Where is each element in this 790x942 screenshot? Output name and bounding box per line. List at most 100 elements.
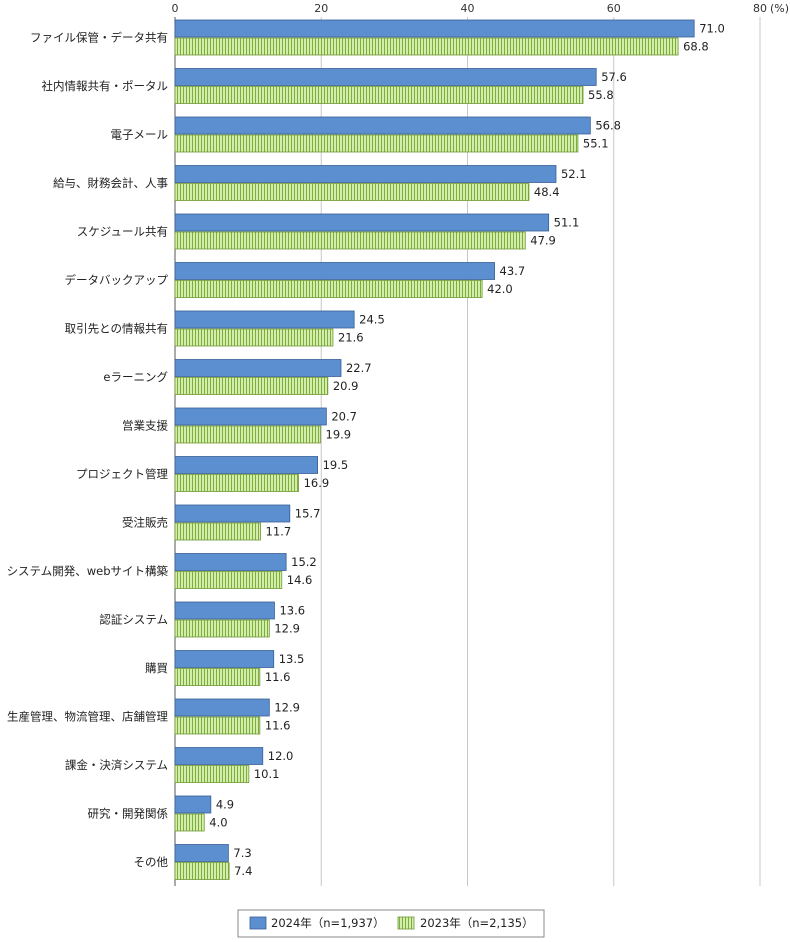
bar-2024 [174,310,355,329]
bar-2024 [174,601,275,620]
data-label: 57.6 [601,70,627,84]
bar-2023 [174,280,483,298]
x-tick-label: 40 [461,2,475,15]
bar-2023 [174,668,261,686]
data-label: 15.7 [295,507,321,521]
bar-2024 [174,504,291,523]
data-label: 20.7 [331,410,357,424]
bar-2024 [174,68,597,86]
bar-2023 [174,86,584,104]
category-label: 認証システム [99,613,168,627]
bar-2024 [174,698,270,717]
data-label: 11.7 [266,525,292,539]
data-label: 12.0 [268,749,294,763]
data-label: 13.5 [279,652,305,666]
bar-2023 [174,425,321,444]
category-label: 電子メール [111,128,169,142]
bar-2023 [174,813,205,832]
bar-2024 [174,262,495,280]
category-label: 課金・決済システム [65,758,168,772]
data-label: 56.8 [595,119,621,133]
bar-2024 [174,844,229,862]
legend-swatch-2023 [397,916,415,930]
bar-2024 [174,165,557,183]
x-tick-label: 0 [172,2,179,15]
data-label: 4.9 [216,798,234,812]
data-label: 12.9 [274,701,300,715]
category-label: 取引先との情報共有 [65,322,168,336]
data-label: 19.5 [323,458,349,472]
category-label: ファイル保管・データ共有 [30,31,168,45]
legend-frame [237,909,545,938]
category-label: システム開発、webサイト構築 [7,564,169,578]
bar-2023 [174,619,270,638]
x-tick-label: 60 [607,2,621,15]
data-label: 12.9 [274,622,300,636]
data-label: 55.1 [583,137,609,151]
data-label: 7.4 [234,864,252,878]
category-label: スケジュール共有 [77,225,168,239]
x-tick-label: 20 [314,2,328,15]
bar-2024 [174,359,342,377]
bar-2023 [174,328,334,347]
bar-2024 [174,456,318,474]
category-label: その他 [134,855,169,869]
data-label: 20.9 [333,379,359,393]
data-label: 71.0 [699,22,725,36]
data-label: 19.9 [326,428,352,442]
category-label: 給与、財務会計、人事 [53,176,168,190]
data-label: 7.3 [233,846,251,860]
bar-2023 [174,377,329,395]
bar-2024 [174,407,327,426]
data-label: 47.9 [530,234,556,248]
bar-2023 [174,522,261,541]
bar-2023 [174,37,679,56]
data-label: 51.1 [554,216,580,230]
legend-label-2023: 2023年（n=2,135） [420,916,534,930]
bar-2024 [174,795,212,814]
legend-label-2024: 2024年（n=1,937） [271,916,385,930]
category-label: 生産管理、物流管理、店舗管理 [7,710,168,724]
bar-2023 [174,716,261,735]
bar-2024 [174,116,591,135]
bar-2023 [174,765,250,783]
category-label: 購買 [145,661,168,675]
data-label: 42.0 [487,282,513,296]
data-label: 52.1 [561,167,587,181]
data-label: 15.2 [291,555,317,569]
category-label: eラーニング [103,370,168,384]
gridlines [174,17,761,886]
bar-2023 [174,134,579,153]
category-label: 受注販売 [122,516,168,530]
bar-2023 [174,571,283,589]
category-labels: ファイル保管・データ共有社内情報共有・ポータル電子メール給与、財務会計、人事スケ… [7,31,169,870]
data-label: 68.8 [683,40,709,54]
bar-2024 [174,213,550,232]
bar-2024 [174,650,275,668]
data-label: 24.5 [359,313,385,327]
data-label: 13.6 [279,604,305,618]
bar-2024 [174,19,695,38]
bars: 71.0 68.8 57.6 55.8 56.8 55.1 52.148.4 51.1 47.9… [174,19,725,880]
bar-2023 [174,183,530,201]
data-label: 11.6 [265,719,291,733]
category-label: 研究・開発関係 [88,807,169,821]
category-label: 社内情報共有・ポータル [42,79,169,93]
x-tick-label: 80 [753,2,767,15]
data-label: 14.6 [287,573,313,587]
bar-2023 [174,231,526,250]
data-label: 55.8 [588,88,614,102]
bar-2023 [174,862,230,880]
data-label: 4.0 [209,816,227,830]
legend: 2024年（n=1,937） 2023年（n=2,135） [237,909,545,938]
category-label: プロジェクト管理 [76,467,168,481]
data-label: 16.9 [304,476,330,490]
bar-2023 [174,474,299,492]
bar-2024 [174,553,287,571]
unit-label: (%) [770,2,789,15]
legend-swatch-2024 [249,916,267,930]
data-label: 48.4 [534,185,560,199]
category-label: 営業支援 [122,419,168,433]
data-label: 11.6 [265,670,291,684]
